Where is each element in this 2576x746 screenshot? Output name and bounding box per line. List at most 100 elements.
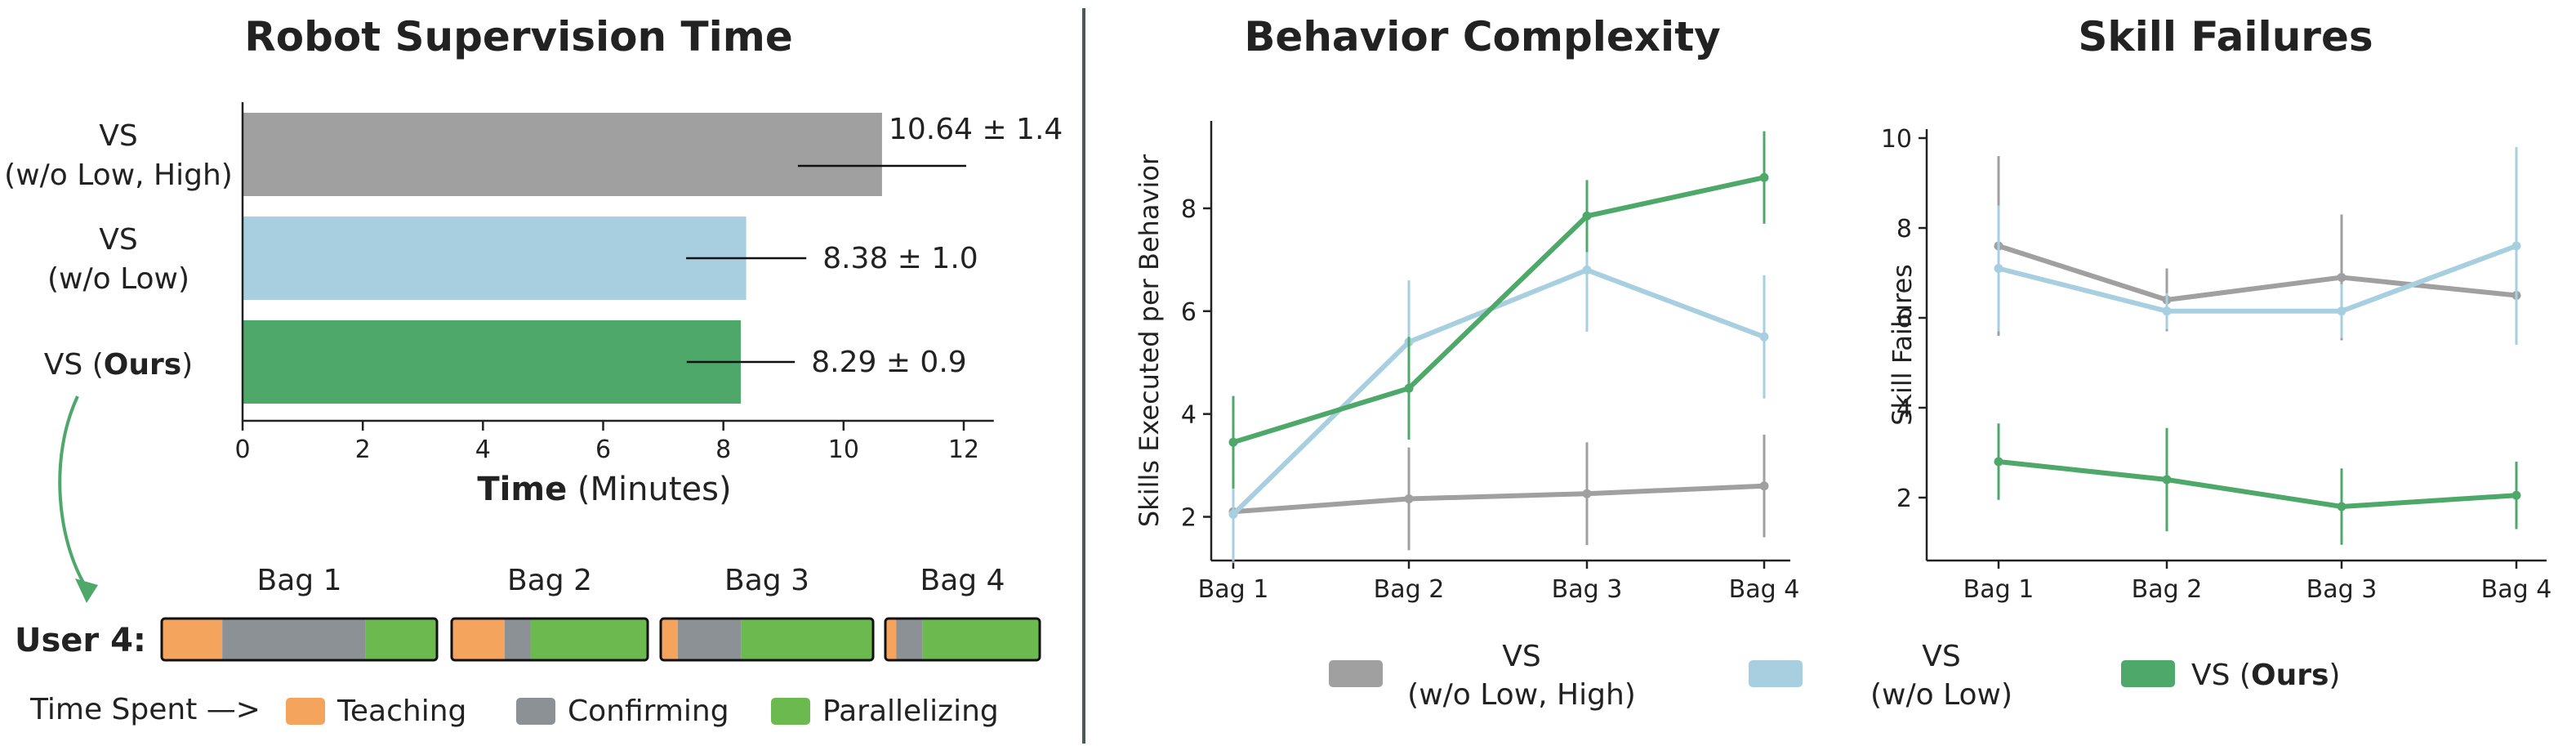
data-point [2337,306,2346,316]
skill-failures-chart: Skill Failures 2 4 6 8 10 Bag 1 Bag 2 Bag 3 Bag … [1881,13,2552,604]
time-segment-parallelizing [741,619,873,660]
x-tick-label: 6 [595,436,611,464]
y-axis-label: Skills Executed per Behavior [1134,154,1165,527]
time-segment-teaching [661,619,678,660]
legend-label: VS (Ours) [2191,659,2340,692]
y-tick-label: 8 [1181,195,1197,224]
series-line [1232,175,1765,445]
x-axis-label: Time (Minutes) [477,471,731,508]
y-tick-label: 2 [1896,485,1912,513]
bag-timeline [450,617,649,662]
data-label: 8.29 ± 0.9 [811,346,966,379]
bag-timeline [659,617,875,662]
timeline-legend-prefix: Time Spent —> [29,693,261,726]
time-segment-parallelizing [530,619,648,660]
legend-label: (w/o Low) [1870,678,2012,712]
legend-swatch [1749,660,1803,687]
legend-swatch [516,698,555,725]
legend-label: VS [1922,640,1960,673]
series-line [1998,459,2517,510]
data-point [1994,457,2003,467]
bar [243,113,882,196]
y-tick-label: 10 [1881,125,1912,154]
legend-label: (w/o Low, High) [1407,678,1636,712]
y-tick-label: 4 [1181,401,1197,430]
y-tick-label: 6 [1181,298,1197,327]
legend-label: Parallelizing [822,695,999,728]
curved-arrow-icon [58,395,87,588]
x-tick-label: Bag 4 [2481,575,2552,604]
data-label: 10.64 ± 1.4 [889,113,1063,146]
bag-timeline [884,617,1041,662]
user-timeline: User 4: Bag 1 Bag 2 Bag 3 Bag 4 Time Spent … [15,564,1041,728]
bar [243,217,747,300]
data-point [1759,172,1769,182]
bag-label: Bag 1 [257,564,342,597]
time-segment-teaching [885,619,897,660]
series-line [1231,267,1766,516]
data-point [1759,481,1769,491]
time-segment-teaching [162,619,223,660]
data-point [2337,273,2346,282]
time-segment-teaching [452,619,505,660]
legend-label: Teaching [336,695,466,728]
data-point [2337,502,2346,511]
x-tick-label: Bag 1 [1198,575,1269,604]
legend-swatch [2121,660,2175,687]
x-tick-label: Bag 1 [1963,575,2035,604]
data-point [2511,490,2521,500]
legend-label: Confirming [568,695,729,728]
arrow-head-icon [75,578,98,603]
data-point [1228,437,1238,447]
bag-label: Bag 4 [920,564,1005,597]
chart-title: Behavior Complexity [1244,13,1720,60]
data-point [2162,475,2172,485]
data-point [1582,489,1592,498]
behavior-complexity-chart: Behavior Complexity 2 4 6 8 Bag 1 Bag 2 Bag 3 B… [1134,13,1799,604]
chart-title: Skill Failures [2078,13,2373,60]
time-segment-parallelizing [922,619,1040,660]
data-point [1404,494,1414,503]
x-tick-label: 12 [948,436,979,464]
category-label: (w/o Low) [47,262,189,296]
category-label: VS [99,119,137,153]
y-tick-label: 6 [1896,305,1912,333]
x-tick-label: Bag 2 [2132,575,2203,604]
x-tick-label: 4 [475,436,491,464]
data-point [2511,241,2521,251]
data-point [2162,306,2172,316]
bag-timeline [160,617,439,662]
data-point [1994,264,2003,273]
chart-title: Robot Supervision Time [244,13,793,60]
data-point [1582,265,1592,275]
x-tick-label: Bag 2 [1374,575,1445,604]
data-point [1759,332,1769,342]
y-tick-label: 4 [1896,395,1912,423]
data-point [1582,211,1592,221]
series-legend: VS (w/o Low, High) VS (w/o Low) VS (Ours) [1329,640,2340,712]
series-line [1998,243,2517,303]
y-tick-label: 2 [1181,504,1197,533]
data-label: 8.38 ± 1.0 [822,242,978,275]
legend-swatch [286,698,325,725]
legend-swatch [1329,660,1383,687]
x-tick-label: 10 [828,436,859,464]
data-point [1404,383,1414,393]
time-segment-parallelizing [365,619,437,660]
x-tick-label: 8 [715,436,731,464]
bar [243,320,742,404]
category-label: VS (Ours) [44,348,193,382]
x-axis-label-rest: (Minutes) [567,471,731,508]
series-line [1998,243,2518,314]
time-segment-confirming [896,619,923,660]
x-tick-label: 2 [355,436,371,464]
time-segment-confirming [677,619,742,660]
data-point [1228,509,1238,519]
y-axis-label: Skill Failures [1887,264,1918,426]
time-segment-confirming [504,619,530,660]
category-label: (w/o Low, High) [4,159,233,192]
supervision-time-chart: Robot Supervision Time 10.64 ± 1.4 VS (w/o… [4,13,1063,508]
bag-label: Bag 2 [507,564,592,597]
time-segment-confirming [222,619,366,660]
